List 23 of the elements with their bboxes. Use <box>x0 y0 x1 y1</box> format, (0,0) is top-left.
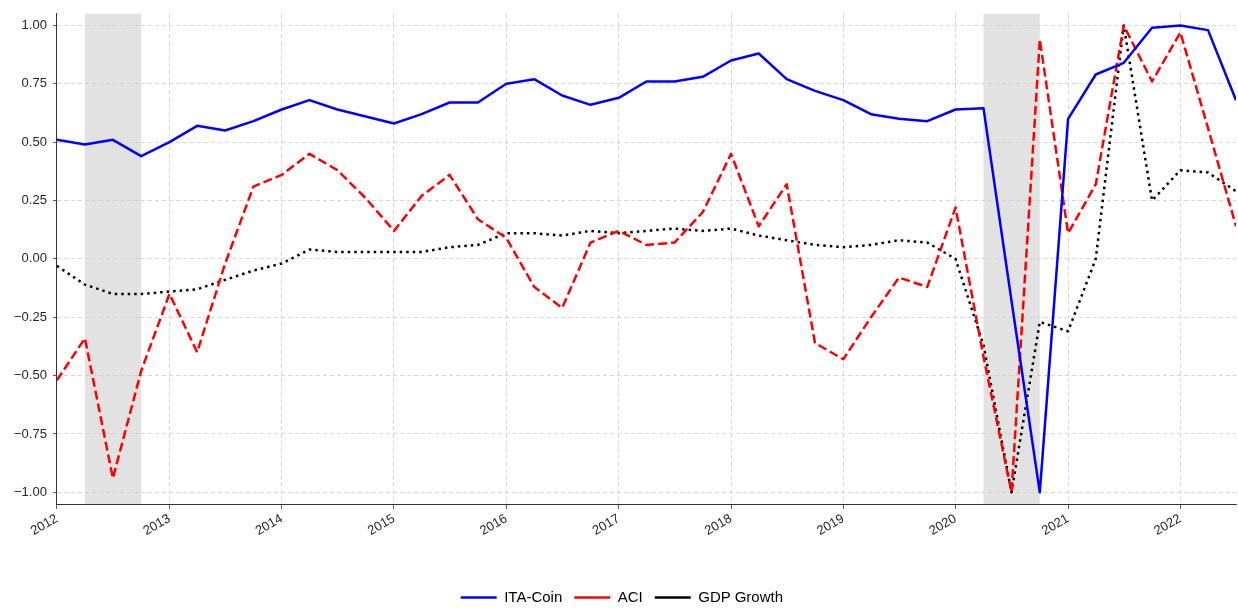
x-tick-label: 2013 <box>140 510 173 538</box>
y-tick-label: −0.50 <box>13 367 47 383</box>
y-tick-label: 1.00 <box>21 17 47 33</box>
x-tick-label: 2015 <box>364 510 398 538</box>
x-tick-label: 2019 <box>814 510 847 538</box>
x-tick-label: 2021 <box>1038 510 1072 538</box>
y-tick-label: 0.75 <box>21 75 47 91</box>
x-tick-label: 2016 <box>476 510 510 538</box>
x-tick-label: 2014 <box>252 510 285 538</box>
x-tick-label: 2020 <box>926 510 959 538</box>
y-tick-label: 0.00 <box>21 250 47 266</box>
legend-label: GDP Growth <box>698 587 784 605</box>
legend-label: ITA-Coin <box>504 587 563 605</box>
x-tick-label: 2017 <box>589 510 623 538</box>
y-tick-label: −0.25 <box>13 308 47 324</box>
y-tick-label: 0.50 <box>21 133 47 149</box>
legend-label: ACI <box>617 587 643 605</box>
x-tick-label: 2022 <box>1151 510 1184 538</box>
x-tick-label: 2018 <box>701 510 735 538</box>
x-tick-label: 2012 <box>27 510 61 538</box>
y-tick-label: 0.25 <box>21 192 47 208</box>
y-tick-label: −1.00 <box>13 483 47 499</box>
y-tick-label: −0.75 <box>13 425 47 441</box>
